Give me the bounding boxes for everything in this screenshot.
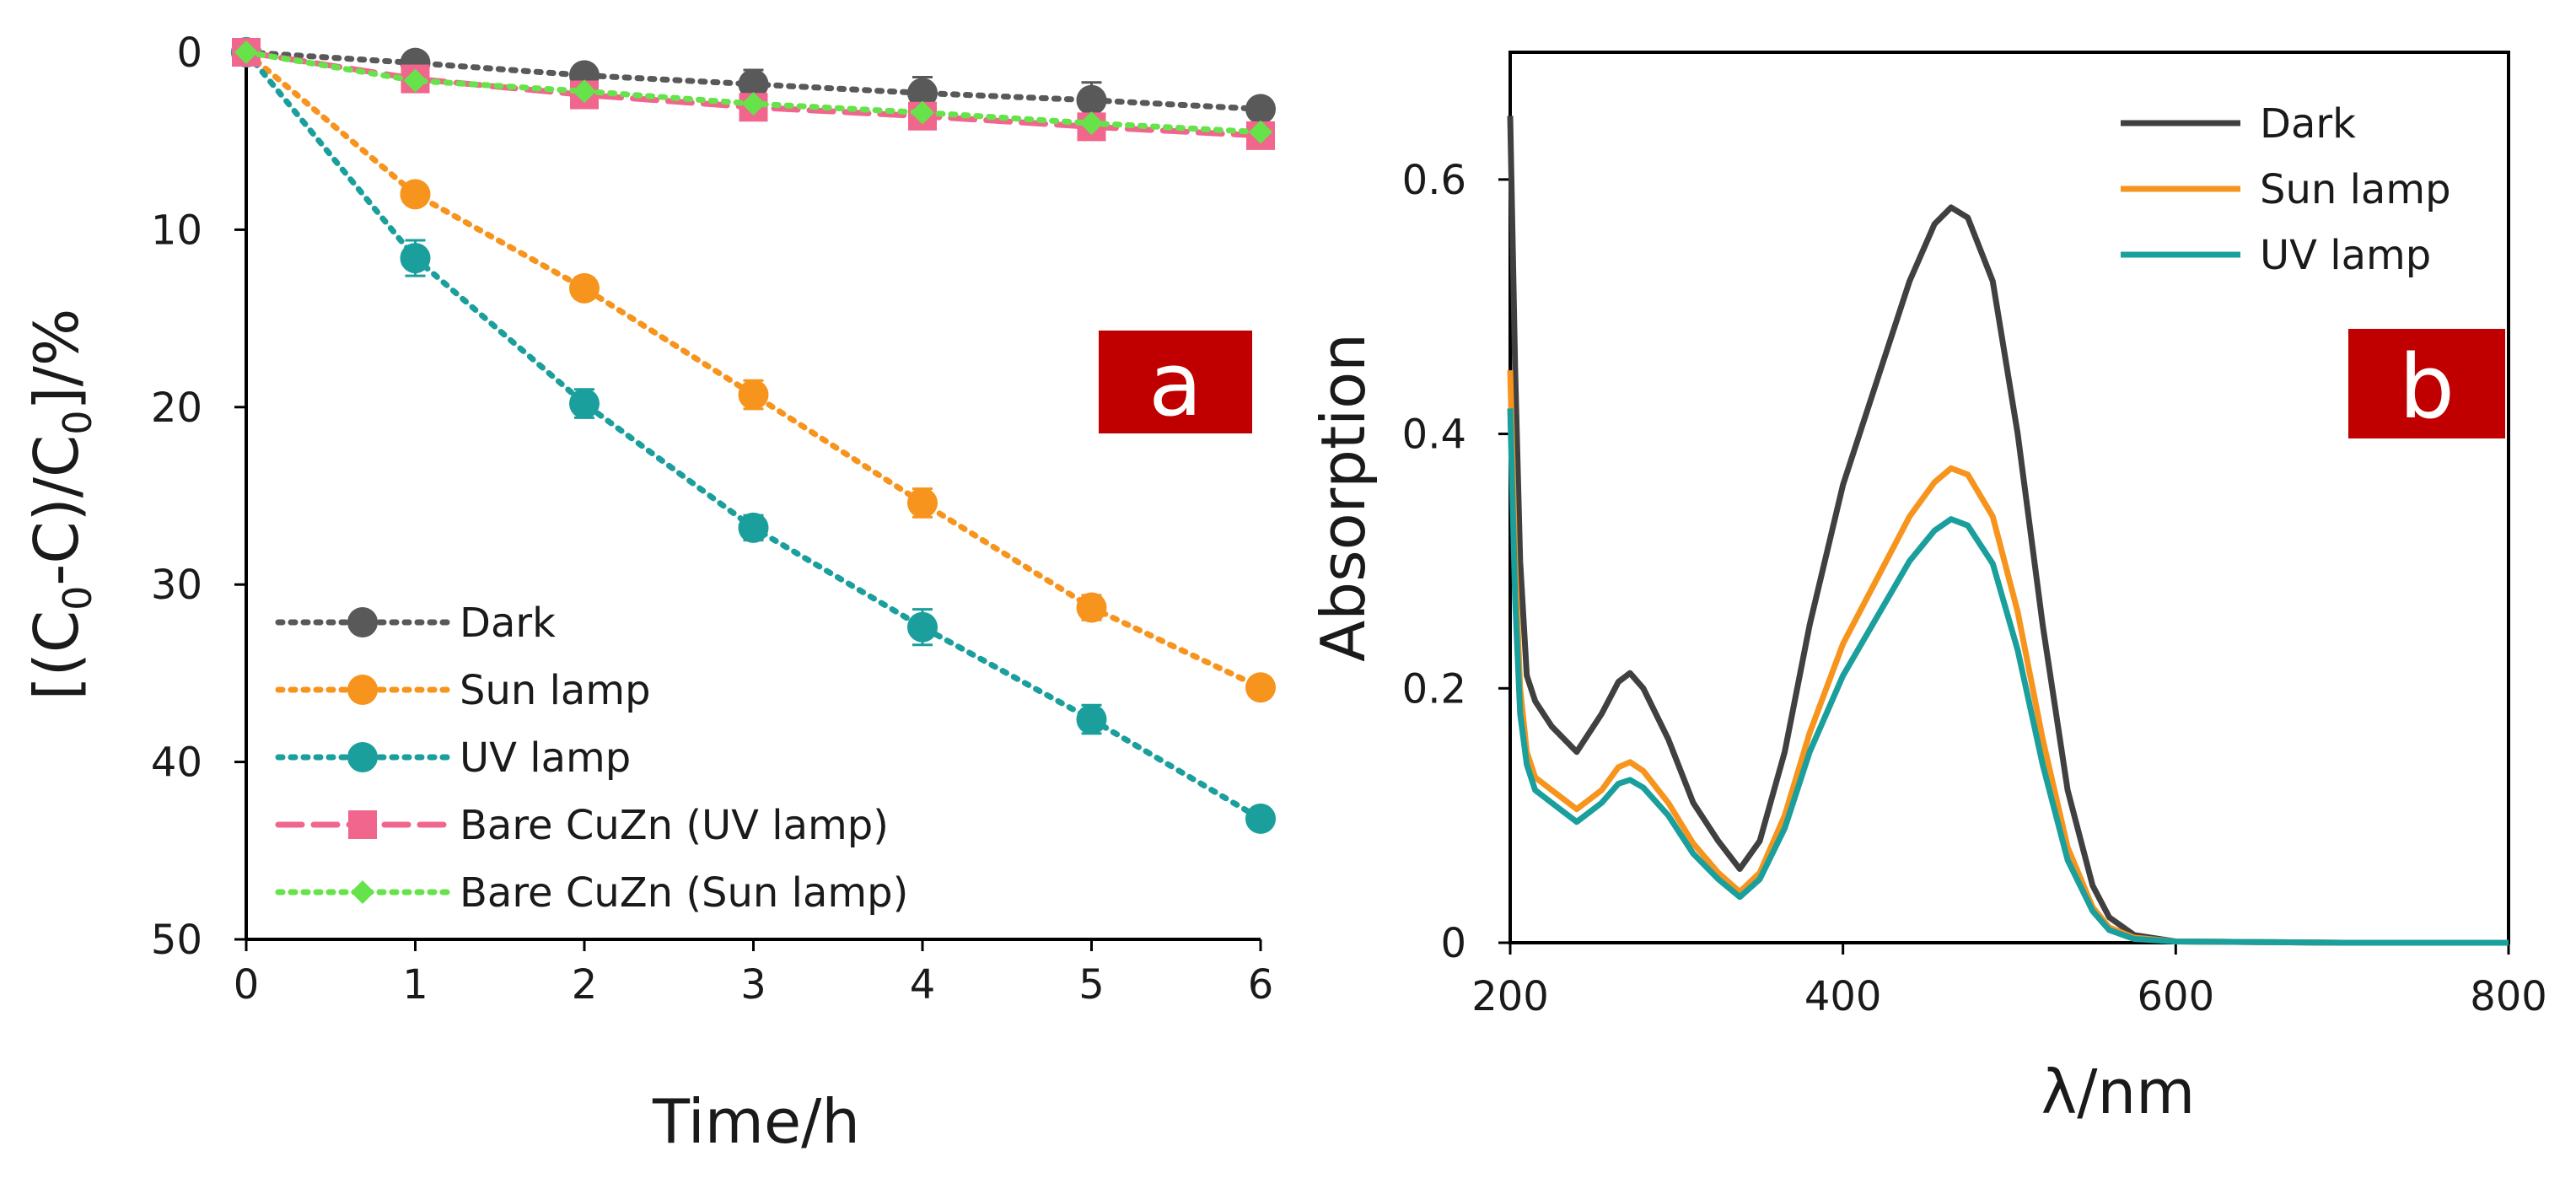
panel-a-label: a xyxy=(1148,333,1202,436)
panel-b-y-tick-label: 0.6 xyxy=(1402,157,1466,204)
panel-a-point-bare-cuzn-sun-lamp xyxy=(573,79,596,104)
panel-b-series-line-sun-lamp xyxy=(1507,370,2509,946)
panel-a-point-sun-lamp xyxy=(1076,592,1107,623)
panel-a-legend-entry-uv-lamp: UV lamp xyxy=(275,734,631,782)
panel-b-x-tick-label: 200 xyxy=(1471,973,1549,1020)
panel-a-y-tick-label: 0 xyxy=(176,30,202,77)
panel-a-point-sun-lamp xyxy=(907,487,938,519)
panel-a-point-uv-lamp xyxy=(400,243,431,274)
panel-a-point-uv-lamp xyxy=(569,388,600,419)
panel-a-ticks: 0 1 2 3 4 5 6 0 10 20 30 40 50 xyxy=(151,30,1273,1009)
panel-a-legend-entry-sun-lamp: Sun lamp xyxy=(275,667,651,714)
panel-a-y-axis-title: [(C0-C)/C0]/% xyxy=(21,309,100,701)
panel-b-legend-entry-uv-lamp: UV lamp xyxy=(2121,232,2431,279)
panel-a-y-tick-label: 10 xyxy=(151,207,202,254)
panel-b-label-box xyxy=(2348,329,2505,438)
panel-b-absorption-spectra: 200 400 600 800 0 0.2 0.4 0.6 Dark Sun lamp UV la… xyxy=(1308,51,2547,1127)
panel-a-point-uv-lamp xyxy=(907,611,938,643)
panel-b-legend-label: UV lamp xyxy=(2260,232,2431,279)
panel-b-legend: Dark Sun lamp UV lamp xyxy=(2121,100,2451,279)
panel-a-y-tick-label: 20 xyxy=(151,385,202,432)
panel-a-legend-marker xyxy=(347,607,378,637)
panel-a-legend-entry-bare-cuzn-uv-lamp: Bare CuZn (UV lamp) xyxy=(275,802,889,849)
panel-b-legend-entry-sun-lamp: Sun lamp xyxy=(2121,166,2451,213)
panel-a-legend-label: Sun lamp xyxy=(460,667,651,714)
panel-a-point-bare-cuzn-sun-lamp xyxy=(911,100,934,125)
panel-a-point-dark xyxy=(738,68,769,100)
panel-a-legend-label: Bare CuZn (UV lamp) xyxy=(460,802,889,849)
panel-b-label: b xyxy=(2399,336,2455,438)
panel-a-legend-marker xyxy=(351,880,374,904)
panel-a-point-uv-lamp xyxy=(738,512,769,543)
panel-b-x-axis-title: λ/nm xyxy=(2041,1057,2196,1127)
panel-a-series-line-uv-lamp xyxy=(243,49,1264,822)
panel-b-x-tick-label: 800 xyxy=(2470,973,2547,1020)
panel-b-legend-label: Sun lamp xyxy=(2260,166,2451,213)
panel-a-legend-label: Bare CuZn (Sun lamp) xyxy=(460,869,908,917)
panel-a-legend-label: UV lamp xyxy=(460,734,631,782)
panel-a-legend: Dark Sun lamp UV lamp Bare CuZn (UV lamp) Ba… xyxy=(275,600,908,917)
panel-a-point-bare-cuzn-sun-lamp xyxy=(741,92,766,116)
panel-a-y-tick-label: 30 xyxy=(151,562,202,609)
panel-a-legend-entry-dark: Dark xyxy=(275,600,556,647)
panel-a-point-bare-cuzn-sun-lamp xyxy=(403,68,428,93)
panel-a-point-sun-lamp xyxy=(738,379,769,411)
panel-a-point-dark xyxy=(1076,84,1107,116)
panel-a-legend-marker xyxy=(347,675,378,705)
panel-a-point-sun-lamp xyxy=(569,272,600,304)
panel-b-series-line-dark xyxy=(1507,116,2509,946)
panel-a-legend-entry-bare-cuzn-sun-lamp: Bare CuZn (Sun lamp) xyxy=(275,869,908,917)
panel-a-point-sun-lamp xyxy=(1245,672,1276,703)
panel-a-series-uv-lamp xyxy=(231,37,1276,834)
panel-a-legend-marker xyxy=(348,810,377,839)
panel-a-point-sun-lamp xyxy=(400,179,431,210)
panel-a-legend-marker xyxy=(347,742,378,772)
panel-b-x-tick-label: 400 xyxy=(1804,973,1882,1020)
panel-b-ticks: 200 400 600 800 0 0.2 0.4 0.6 xyxy=(1402,157,2547,1020)
panel-a-point-dark xyxy=(1245,94,1276,125)
panel-a-point-uv-lamp xyxy=(1245,803,1276,834)
panel-b-series-line-uv-lamp xyxy=(1507,408,2509,946)
panel-a-point-bare-cuzn-sun-lamp xyxy=(234,40,258,64)
panel-b-y-axis-title: Absorption xyxy=(1308,333,1379,662)
panel-a-x-tick-label: 0 xyxy=(234,961,260,1009)
panel-a-x-tick-label: 5 xyxy=(1078,961,1105,1009)
panel-a-legend-label: Dark xyxy=(460,600,556,647)
panel-a-series xyxy=(231,37,1276,834)
panel-a-point-bare-cuzn-sun-lamp xyxy=(1079,111,1104,136)
panel-a-label-box xyxy=(1099,331,1252,433)
panel-a-x-tick-label: 3 xyxy=(740,961,766,1009)
panel-a-x-tick-label: 2 xyxy=(572,961,598,1009)
panel-a-degradation-chart: 0 1 2 3 4 5 6 0 10 20 30 40 50 Dark Sun lamp UV lamp Ba… xyxy=(21,30,1276,1157)
panel-b-series xyxy=(1507,116,2509,946)
panel-b-y-tick-label: 0.4 xyxy=(1402,411,1466,459)
panel-b-legend-entry-dark: Dark xyxy=(2121,100,2356,148)
panel-a-x-tick-label: 6 xyxy=(1248,961,1274,1009)
panel-a-y-tick-label: 40 xyxy=(151,740,202,787)
panel-a-series-bare-cuzn-sun-lamp xyxy=(234,40,1272,144)
panel-a-x-tick-label: 4 xyxy=(910,961,936,1009)
panel-a-point-bare-cuzn-sun-lamp xyxy=(1249,120,1272,144)
panel-b-legend-label: Dark xyxy=(2260,100,2356,148)
panel-b-y-tick-label: 0 xyxy=(1440,920,1466,967)
panel-a-y-tick-label: 50 xyxy=(151,917,202,964)
panel-b-x-tick-label: 600 xyxy=(2138,973,2215,1020)
panel-a-point-uv-lamp xyxy=(1076,704,1107,735)
panel-a-point-dark xyxy=(907,78,938,109)
panel-a-x-axis-title: Time/h xyxy=(652,1086,860,1157)
panel-b-y-tick-label: 0.2 xyxy=(1402,665,1466,713)
panel-a-x-tick-label: 1 xyxy=(402,961,428,1009)
